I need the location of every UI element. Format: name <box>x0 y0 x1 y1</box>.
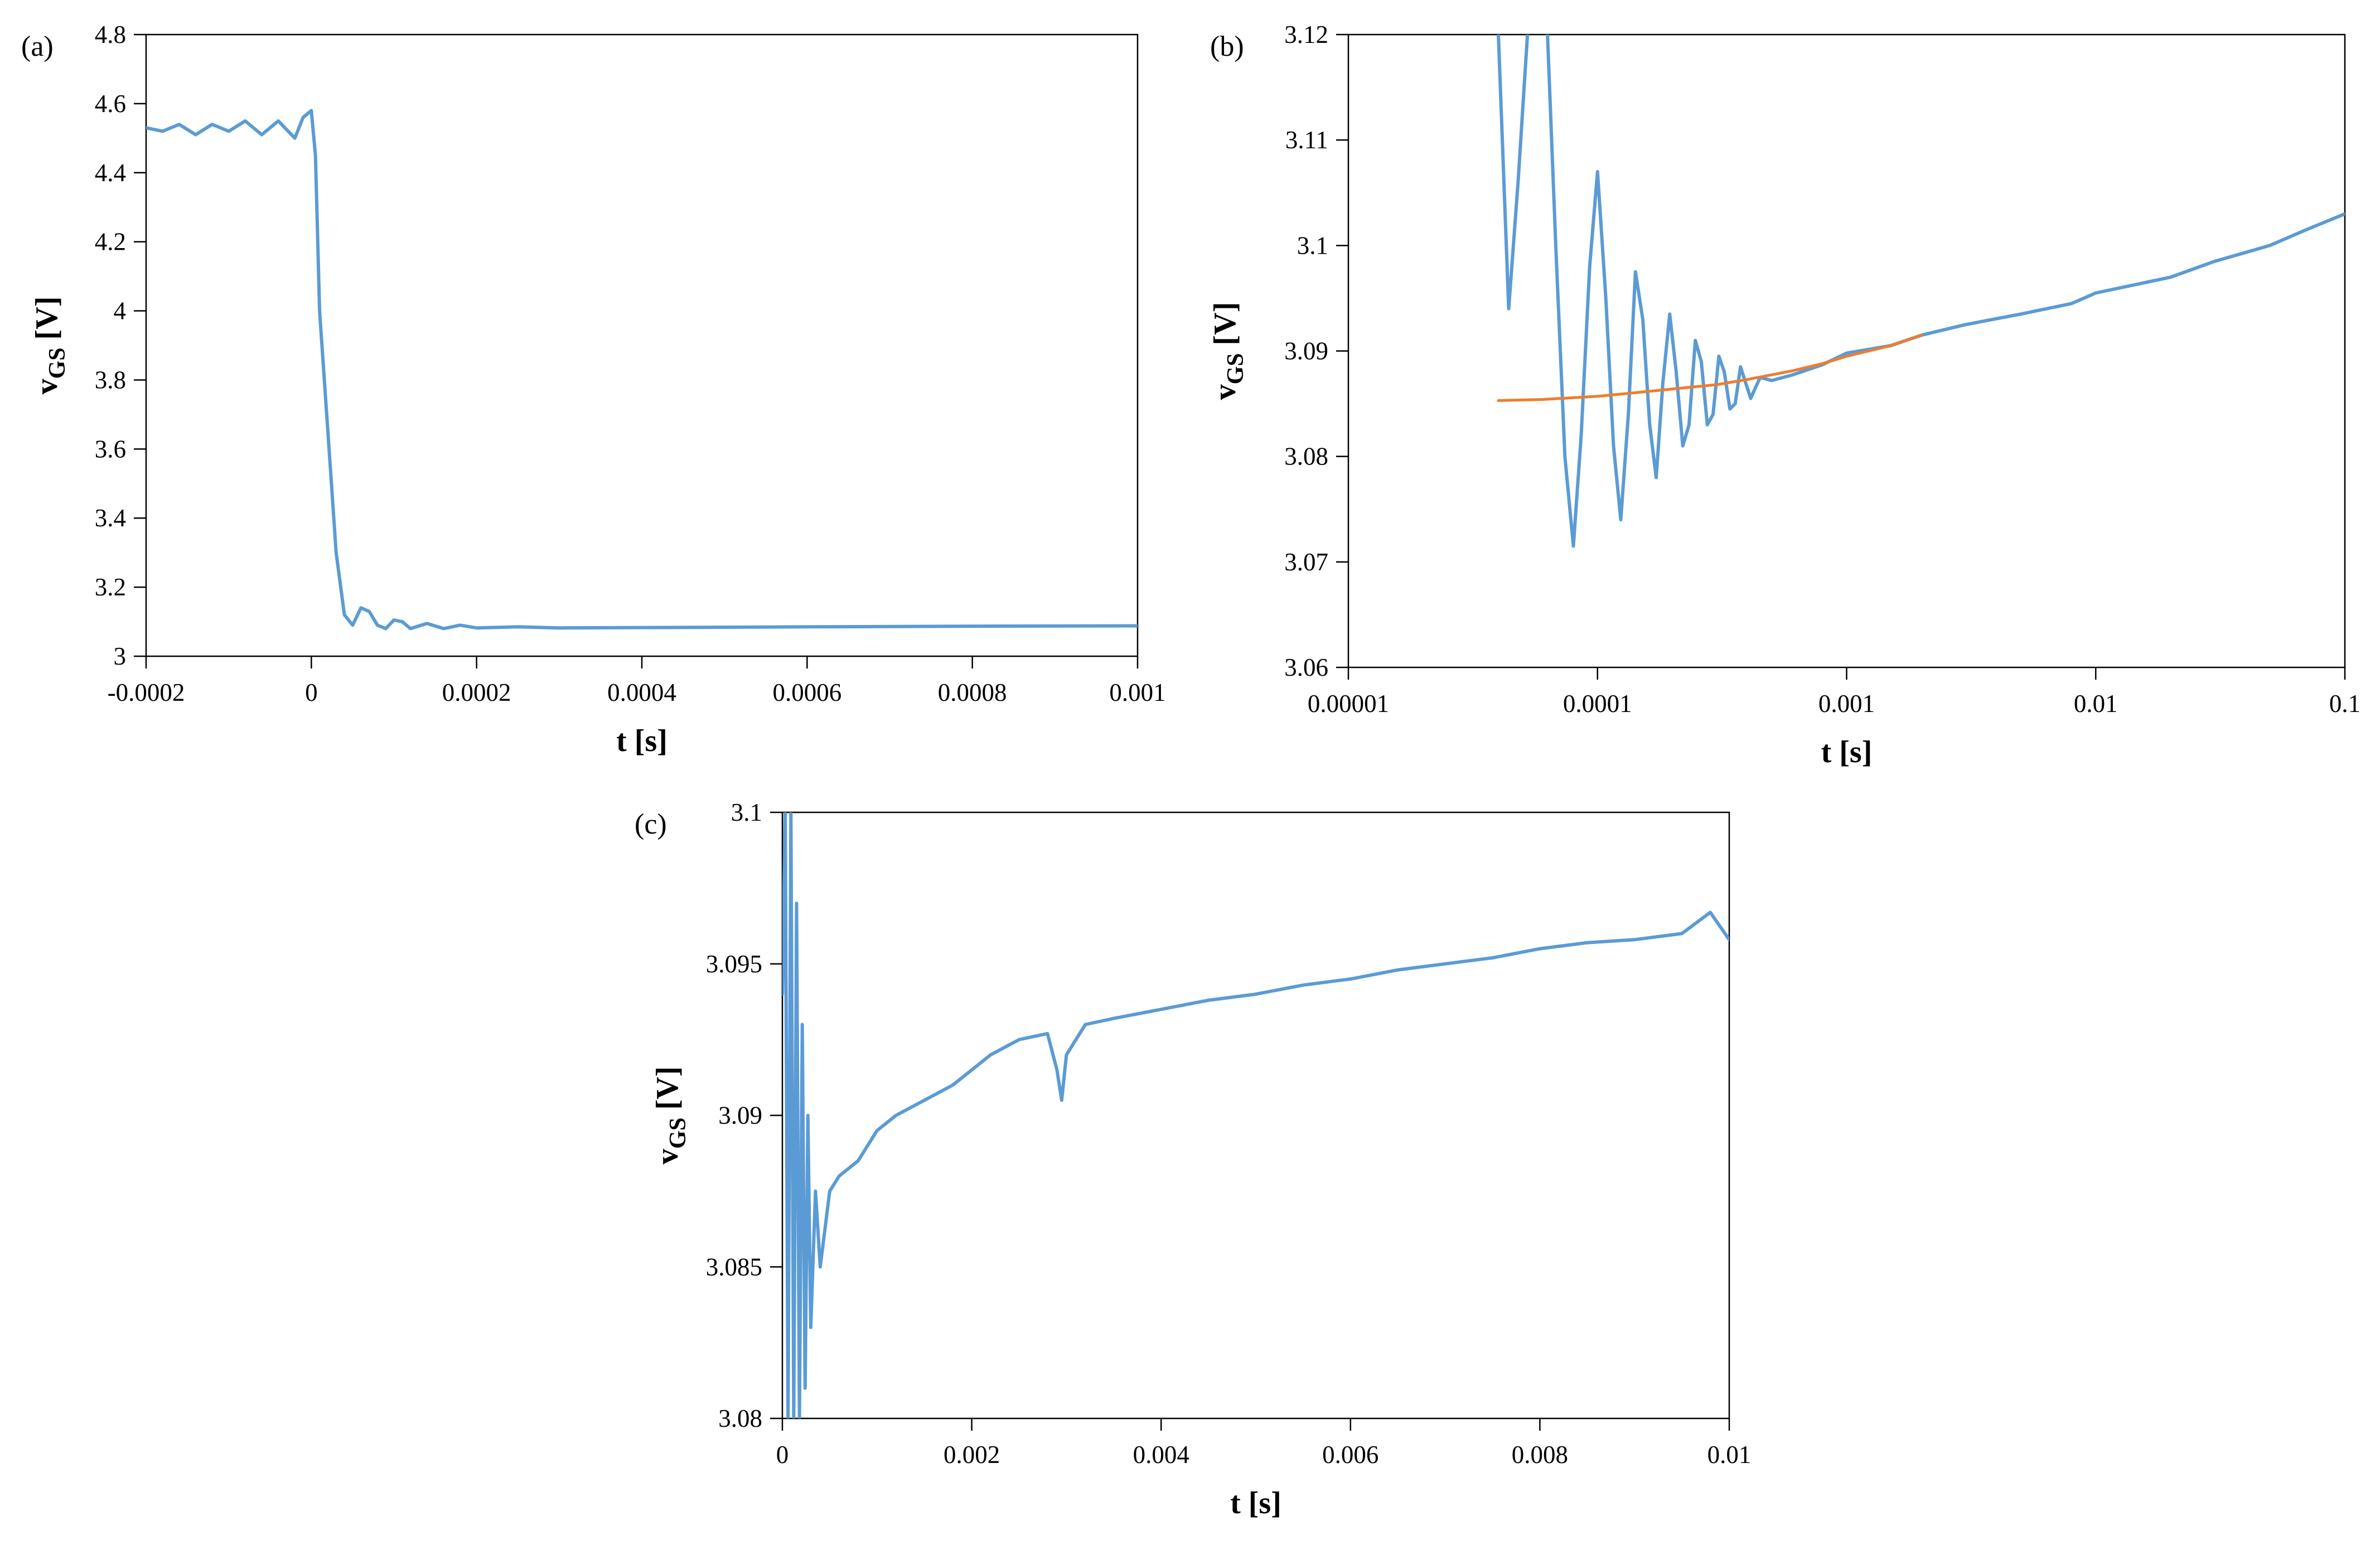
y-tick-label: 3.1 <box>731 798 762 826</box>
y-tick-label: 3.1 <box>1297 231 1328 259</box>
y-axis-title-unit: [V] <box>650 1067 685 1118</box>
x-tick-label: 0 <box>776 1441 789 1469</box>
x-tick-label: 0.008 <box>1512 1441 1568 1469</box>
x-axis-title: t [s] <box>616 724 667 758</box>
series-group <box>146 109 1138 631</box>
y-tick-label: 3.11 <box>1285 126 1328 154</box>
y-tick-label: 3.085 <box>706 1253 762 1281</box>
y-tick-label: 3.08 <box>1284 443 1328 471</box>
y-tick-label: 4.2 <box>95 228 126 256</box>
y-tick-label: 3.4 <box>95 504 126 532</box>
series-line-0 <box>782 812 1729 1418</box>
series-group <box>1497 35 2345 548</box>
x-axis-title: t [s] <box>1230 1486 1281 1520</box>
x-tick-label: 0.001 <box>1818 690 1875 718</box>
x-tick-label: 0.0001 <box>1563 690 1632 718</box>
y-tick-label: 4 <box>114 297 127 325</box>
y-tick-label: 4.6 <box>95 90 126 118</box>
y-tick-label: 4.8 <box>95 21 126 49</box>
series-line-0 <box>146 109 1138 631</box>
y-axis-title-symbol: v <box>1208 384 1242 400</box>
chart-panel-2: 3.08 3.085 3.09 3.095 3.1 0 0.002 0.004 0.006 0.0… <box>635 798 1751 1520</box>
y-tick-label: 4.4 <box>95 159 126 187</box>
y-tick-label: 3.08 <box>718 1404 762 1432</box>
y-axis-title-subscript: GS <box>665 1117 691 1149</box>
x-tick-label: 0.1 <box>2329 690 2360 718</box>
y-axis-title: vGS [V] <box>650 1067 691 1165</box>
plot-frame <box>1347 33 2346 669</box>
chart-panel-0: 3 3.2 3.4 3.6 3.8 4 4.2 4.4 4.6 4.8 -0.0002 0 0.0002… <box>21 21 1166 758</box>
x-tick-label: -0.0002 <box>108 679 185 706</box>
panel-label: (c) <box>635 808 667 840</box>
y-tick-label: 3.09 <box>718 1102 762 1130</box>
y-tick-label: 3.07 <box>1284 548 1328 576</box>
y-tick-label: 3 <box>114 642 127 670</box>
y-axis-title-unit: [V] <box>1208 302 1242 353</box>
y-tick-label: 3.095 <box>706 950 762 978</box>
y-axis-title: vGS [V] <box>30 297 70 395</box>
x-tick-label: 0.001 <box>1109 679 1165 706</box>
x-tick-label: 0.01 <box>1707 1441 1752 1469</box>
x-tick-label: 0.004 <box>1133 1441 1189 1469</box>
x-axis-title: t [s] <box>1821 735 1873 769</box>
x-tick-label: 0.0004 <box>607 679 676 706</box>
chart-panel-1: 3.06 3.07 3.08 3.09 3.1 3.11 3.12 0.00001 0.0001… <box>1208 21 2360 769</box>
x-tick-label: 0.00001 <box>1308 690 1389 718</box>
y-axis-title-subscript: GS <box>45 347 70 379</box>
x-tick-label: 0.01 <box>2074 690 2118 718</box>
y-tick-label: 3.06 <box>1284 653 1328 681</box>
series-line-0 <box>1497 35 2345 548</box>
y-tick-label: 3.12 <box>1284 21 1328 49</box>
x-tick-label: 0.006 <box>1322 1441 1378 1469</box>
panel-label: (b) <box>1210 31 1244 62</box>
y-axis-title-unit: [V] <box>30 297 64 348</box>
series-group <box>782 812 1729 1418</box>
x-tick-label: 0.0006 <box>772 679 841 706</box>
y-tick-label: 3.2 <box>95 573 126 601</box>
series-line-1 <box>1497 333 1923 402</box>
y-axis-title-symbol: v <box>30 379 64 394</box>
y-tick-label: 3.8 <box>95 366 126 394</box>
x-tick-label: 0.002 <box>944 1441 1000 1469</box>
y-axis-title-symbol: v <box>650 1149 685 1164</box>
y-tick-label: 3.6 <box>95 435 126 463</box>
plot-frame <box>781 811 1730 1420</box>
plot-frame <box>145 33 1139 657</box>
y-tick-label: 3.09 <box>1284 337 1328 365</box>
x-tick-label: 0.0008 <box>938 679 1007 706</box>
x-tick-label: 0.0002 <box>442 679 511 706</box>
y-axis-title-subscript: GS <box>1223 353 1249 384</box>
panel-label: (a) <box>21 31 54 62</box>
y-axis-title: vGS [V] <box>1208 302 1249 400</box>
x-tick-label: 0 <box>305 679 318 706</box>
